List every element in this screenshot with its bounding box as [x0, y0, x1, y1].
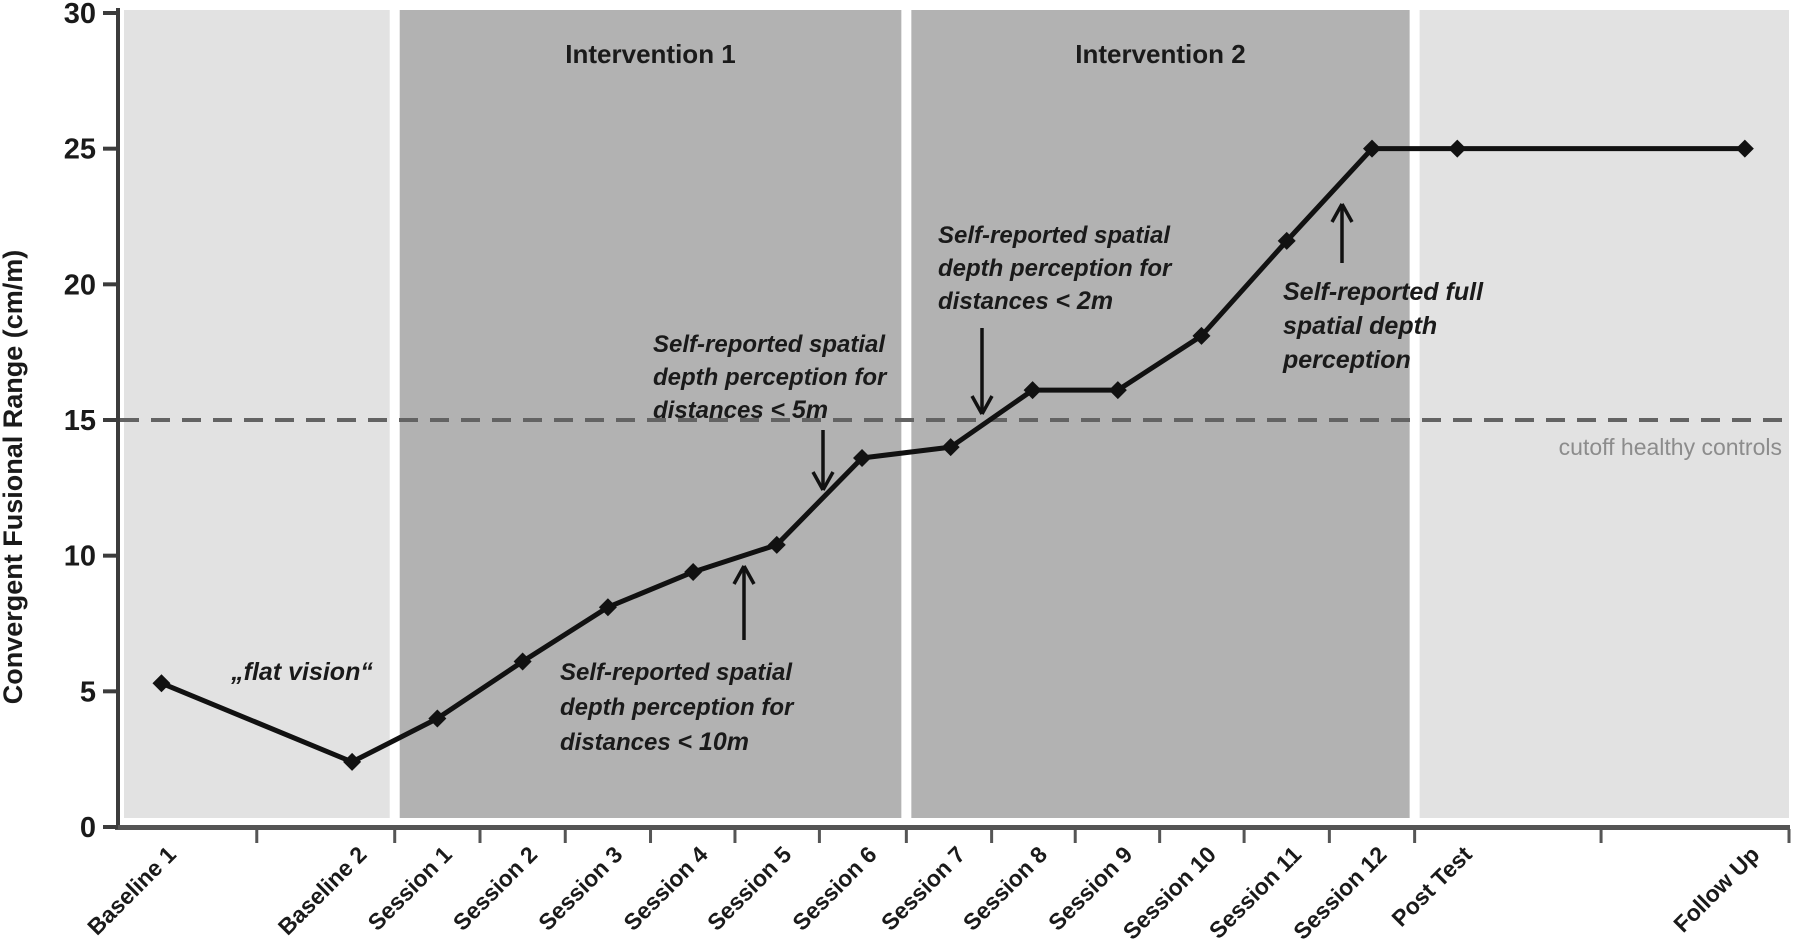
y-tick-label: 15	[64, 405, 96, 437]
y-tick-label: 20	[64, 269, 96, 301]
data-point-marker	[1363, 139, 1381, 158]
annotation-flat-vision: „flat vision“	[230, 658, 373, 686]
annotations-group: „flat vision“ Self-reported spatial depth …	[230, 203, 1484, 756]
y-tick-label: 25	[64, 134, 96, 166]
x-tick-label: Post Test	[1386, 841, 1477, 932]
x-tick-label: Session 1	[363, 841, 457, 935]
annotation-text: perception	[1282, 346, 1411, 374]
intervention-bands-group	[124, 10, 1789, 818]
x-tick-label: Baseline 2	[273, 841, 372, 940]
y-tick-label: 0	[80, 812, 96, 844]
phase-band-plain-3	[1419, 10, 1789, 818]
axes-group	[103, 8, 1791, 843]
data-point-marker	[853, 448, 872, 467]
arrow-up-icon	[1340, 203, 1354, 223]
phase-band-plain-0	[124, 10, 390, 818]
data-point-marker	[1448, 139, 1467, 158]
annotation-text: Self-reported spatial	[653, 331, 886, 358]
arrow-down-icon	[970, 395, 984, 415]
annotation-full-depth: Self-reported full spatial depth perceptio…	[1282, 203, 1484, 374]
data-point-marker	[1023, 381, 1042, 400]
cutoff-label: cutoff healthy controls	[1559, 434, 1782, 460]
arrow-down-icon	[811, 471, 825, 491]
band-label: Intervention 2	[1075, 39, 1245, 69]
annotation-text: depth perception for	[653, 364, 888, 391]
annotation-text: „flat vision“	[230, 658, 373, 686]
y-axis-title: Convergent Fusional Range (cm/m)	[0, 250, 28, 705]
band-labels-group: Intervention 1 Intervention 2	[565, 39, 1245, 69]
data-point-marker	[152, 674, 171, 693]
data-point-marker	[941, 438, 960, 457]
phase-band-intervention-1	[399, 10, 902, 818]
data-point-marker	[1735, 139, 1754, 158]
data-point-marker	[1192, 326, 1211, 345]
phase-band-intervention-2	[911, 10, 1410, 818]
annotation-depth-5m: Self-reported spatial depth perception fo…	[653, 331, 888, 491]
arrow-up-icon	[742, 565, 756, 585]
annotation-text: distances < 2m	[938, 287, 1113, 315]
annotation-depth-10m: Self-reported spatial depth perception fo…	[560, 565, 795, 756]
annotation-text: Self-reported spatial	[560, 659, 793, 686]
annotation-text: distances < 5m	[653, 396, 828, 424]
x-tick-label: Session 6	[787, 841, 881, 935]
annotation-text: spatial depth	[1283, 312, 1437, 340]
data-series-group	[152, 139, 1754, 771]
arrow-up-icon	[732, 565, 746, 585]
annotation-text: depth perception for	[938, 255, 1173, 282]
y-tick-label: 5	[80, 676, 96, 708]
data-point-marker	[428, 709, 447, 728]
annotation-text: Self-reported spatial	[938, 222, 1171, 249]
x-tick-label: Baseline 1	[82, 841, 181, 940]
x-tick-label: Session 7	[876, 841, 970, 935]
data-point-marker	[343, 752, 362, 771]
x-tick-label: Session 12	[1288, 841, 1391, 943]
annotation-text: distances < 10m	[560, 728, 749, 756]
annotation-text: Self-reported full	[1283, 278, 1484, 306]
x-tick-label: Session 4	[618, 841, 712, 935]
data-point-marker	[513, 652, 532, 671]
arrow-down-icon	[980, 395, 994, 415]
x-tick-label: Follow Up	[1668, 841, 1764, 937]
data-point-marker	[684, 562, 703, 581]
annotation-text: depth perception for	[560, 694, 795, 721]
y-tick-labels-group: 0 5 10 15 20 25 30	[64, 0, 96, 844]
data-point-marker	[1108, 381, 1127, 400]
series-line	[160, 146, 1745, 765]
annotation-depth-2m: Self-reported spatial depth perception fo…	[938, 222, 1173, 415]
data-point-marker	[767, 535, 786, 554]
x-tick-label: Session 8	[958, 841, 1052, 935]
arrow-up-icon	[1330, 203, 1344, 223]
y-tick-label: 10	[64, 541, 96, 573]
band-label: Intervention 1	[565, 39, 735, 69]
y-tick-label: 30	[64, 0, 96, 30]
x-tick-label: Session 3	[533, 841, 627, 935]
x-tick-label: Session 2	[448, 841, 542, 935]
data-point-marker	[1277, 231, 1296, 250]
data-point-marker	[598, 598, 617, 617]
x-tick-label: Session 5	[702, 841, 796, 935]
arrow-down-icon	[821, 471, 835, 491]
